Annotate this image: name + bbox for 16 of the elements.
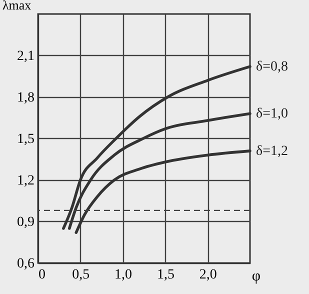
y-axis-title: λmax bbox=[2, 0, 32, 12]
y-tick-label: 2,1 bbox=[17, 49, 34, 64]
x-tick-label: 1,0 bbox=[114, 268, 132, 282]
series-label: δ=0,8 bbox=[256, 60, 288, 75]
series-label: δ=1,2 bbox=[256, 144, 288, 159]
x-tick-label: 0,5 bbox=[72, 268, 90, 282]
y-tick-label: 1,5 bbox=[17, 132, 34, 147]
y-tick-label: 1,8 bbox=[17, 90, 34, 106]
x-tick-label: 0 bbox=[38, 268, 46, 282]
y-tick-label: 0,9 bbox=[17, 215, 34, 230]
x-tick-label: 1,5 bbox=[156, 268, 174, 282]
y-tick-label: 0,6 bbox=[17, 256, 34, 272]
x-tick-label: 2,0 bbox=[199, 268, 217, 282]
x-axis-title: φ bbox=[252, 268, 261, 284]
series-label: δ=1,0 bbox=[256, 106, 288, 122]
y-tick-label: 1,2 bbox=[17, 174, 34, 188]
